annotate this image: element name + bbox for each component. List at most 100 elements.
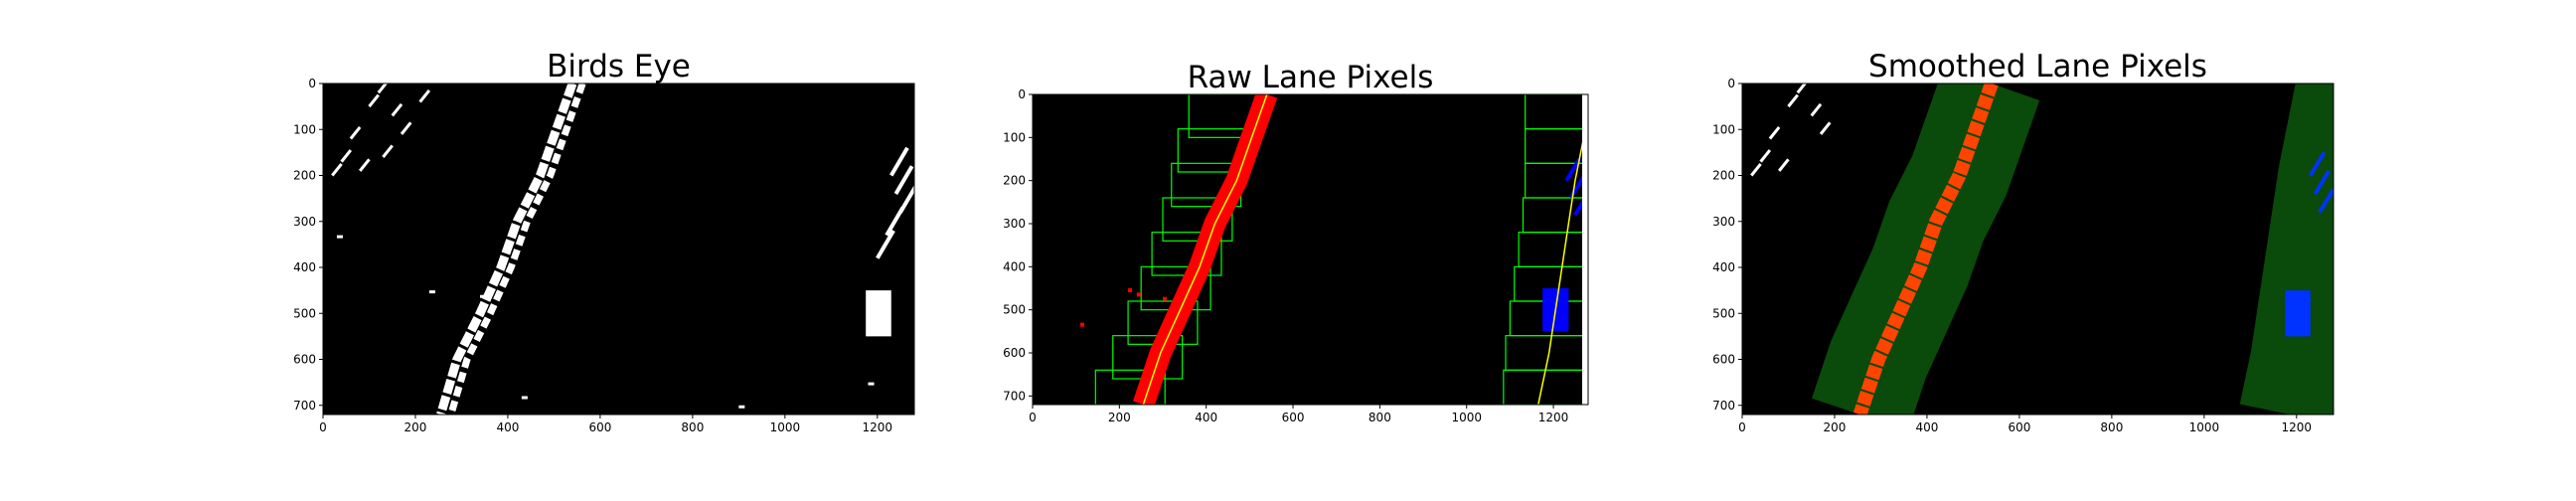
x-tick-label: 600 (2008, 420, 2030, 434)
noise-pixels (336, 235, 343, 239)
y-tick-label: 600 (293, 353, 316, 367)
y-tick-label: 100 (1003, 130, 1026, 144)
y-axis: 0 100 200 300 400 500 600 700 (1712, 77, 1742, 413)
x-tick-label: 0 (1029, 411, 1037, 424)
x-axis: 0 200 400 600 800 1000 1200 (1738, 415, 2312, 434)
axes-frame (1032, 93, 1589, 406)
noise-pixels (1778, 158, 1790, 172)
search-window (1094, 369, 1166, 405)
noise-pixels (377, 84, 389, 94)
y-tick-label: 0 (1727, 77, 1735, 90)
x-tick-label: 800 (681, 420, 704, 434)
noise-pixels (349, 125, 362, 140)
noise-pixels (521, 396, 528, 400)
x-tick-label: 0 (319, 420, 327, 434)
left-lane-pixels (447, 84, 586, 415)
left-lane-pixels (436, 84, 577, 415)
plot-area (1741, 83, 2334, 416)
noise-pixels (368, 93, 380, 108)
left-lane-pixels (1128, 288, 1133, 292)
image-content (331, 84, 914, 415)
x-tick-label: 200 (1108, 411, 1131, 424)
noise-pixels (400, 121, 412, 135)
y-tick-label: 500 (1003, 303, 1026, 317)
noise-pixels (391, 102, 403, 117)
panel-smoothed-lane-pixels: Smoothed Lane Pixels 0 200 400 600 800 1000 12… (1712, 49, 2334, 434)
noise-pixels (382, 144, 394, 158)
x-tick-label: 800 (2100, 420, 2123, 434)
left-lane-pixels (1080, 322, 1085, 327)
axes-frame (1741, 83, 2334, 416)
y-tick-label: 200 (1712, 169, 1735, 183)
noise-pixels (738, 405, 745, 409)
x-tick-label: 400 (1915, 420, 1938, 434)
y-tick-label: 500 (1712, 306, 1735, 320)
noise-pixels (418, 88, 431, 103)
x-tick-label: 600 (1282, 411, 1305, 424)
image-margin (1582, 94, 1588, 405)
noise-pixels (1819, 121, 1832, 135)
x-axis: 0 200 400 600 800 1000 1200 (319, 415, 892, 434)
noise-pixels (1768, 125, 1781, 140)
x-tick-label: 1200 (1538, 411, 1569, 424)
right-lane-pixels (885, 206, 905, 237)
y-tick-label: 100 (1712, 122, 1735, 136)
x-tick-label: 1000 (770, 420, 801, 434)
image-content (1080, 94, 1588, 405)
y-tick-label: 600 (1712, 353, 1735, 367)
x-axis: 0 200 400 600 800 1000 1200 (1029, 405, 1568, 424)
noise-pixels (340, 149, 353, 163)
y-tick-label: 200 (293, 169, 316, 183)
image-content (1750, 84, 2334, 415)
noise-pixels (331, 162, 343, 177)
y-tick-label: 500 (293, 306, 316, 320)
y-tick-label: 700 (1003, 389, 1026, 403)
noise-pixels (359, 158, 371, 172)
chart-title: Raw Lane Pixels (1188, 60, 1434, 95)
right-lane-pixels (893, 165, 914, 196)
x-tick-label: 0 (1738, 420, 1746, 434)
x-tick-label: 200 (1824, 420, 1847, 434)
right-lane-pixels (2285, 290, 2311, 337)
right-lane-pixels (866, 290, 891, 337)
x-tick-label: 1200 (863, 420, 893, 434)
noise-pixels (1810, 102, 1823, 117)
y-tick-label: 400 (293, 260, 316, 274)
right-lane-pixels (2318, 188, 2334, 214)
right-lane-pixels (889, 146, 909, 177)
left-lane-pixels (1163, 296, 1168, 301)
panel-raw-lane-pixels: Raw Lane Pixels 0 200 400 600 800 1000 1200 0 1… (1003, 60, 1589, 424)
y-tick-label: 300 (293, 215, 316, 229)
right-lane-pixels (2309, 151, 2327, 177)
image-background (323, 84, 914, 415)
noise-pixels (1796, 84, 1808, 94)
lane-marking (436, 84, 586, 415)
left-fit-line (1142, 94, 1268, 405)
left-lane-pixels (1136, 292, 1141, 297)
y-tick-label: 0 (1018, 87, 1026, 101)
x-tick-label: 200 (404, 420, 427, 434)
noise-pixels (428, 290, 435, 294)
y-tick-label: 300 (1712, 215, 1735, 229)
plot-area (1032, 93, 1589, 406)
axes-frame (322, 83, 915, 416)
panel-birds-eye: Birds Eye 0 200 400 600 800 1000 1200 0 100 200 3… (293, 49, 915, 434)
x-tick-label: 1000 (1451, 411, 1482, 424)
right-lane-band (2239, 84, 2334, 415)
y-tick-label: 100 (293, 122, 316, 136)
noise-pixels (1750, 162, 1762, 177)
x-tick-label: 400 (1195, 411, 1217, 424)
y-tick-label: 400 (1712, 260, 1735, 274)
noise-pixels (868, 382, 875, 386)
y-tick-label: 300 (1003, 217, 1026, 231)
y-tick-label: 700 (1712, 399, 1735, 413)
y-tick-label: 700 (293, 399, 316, 413)
y-tick-label: 600 (1003, 346, 1026, 360)
x-tick-label: 1200 (2282, 420, 2313, 434)
y-axis: 0 100 200 300 400 500 600 700 (1003, 87, 1033, 403)
y-tick-label: 0 (308, 77, 316, 90)
x-tick-label: 400 (496, 420, 519, 434)
y-tick-label: 200 (1003, 174, 1026, 188)
chart-title: Smoothed Lane Pixels (1868, 49, 2207, 84)
